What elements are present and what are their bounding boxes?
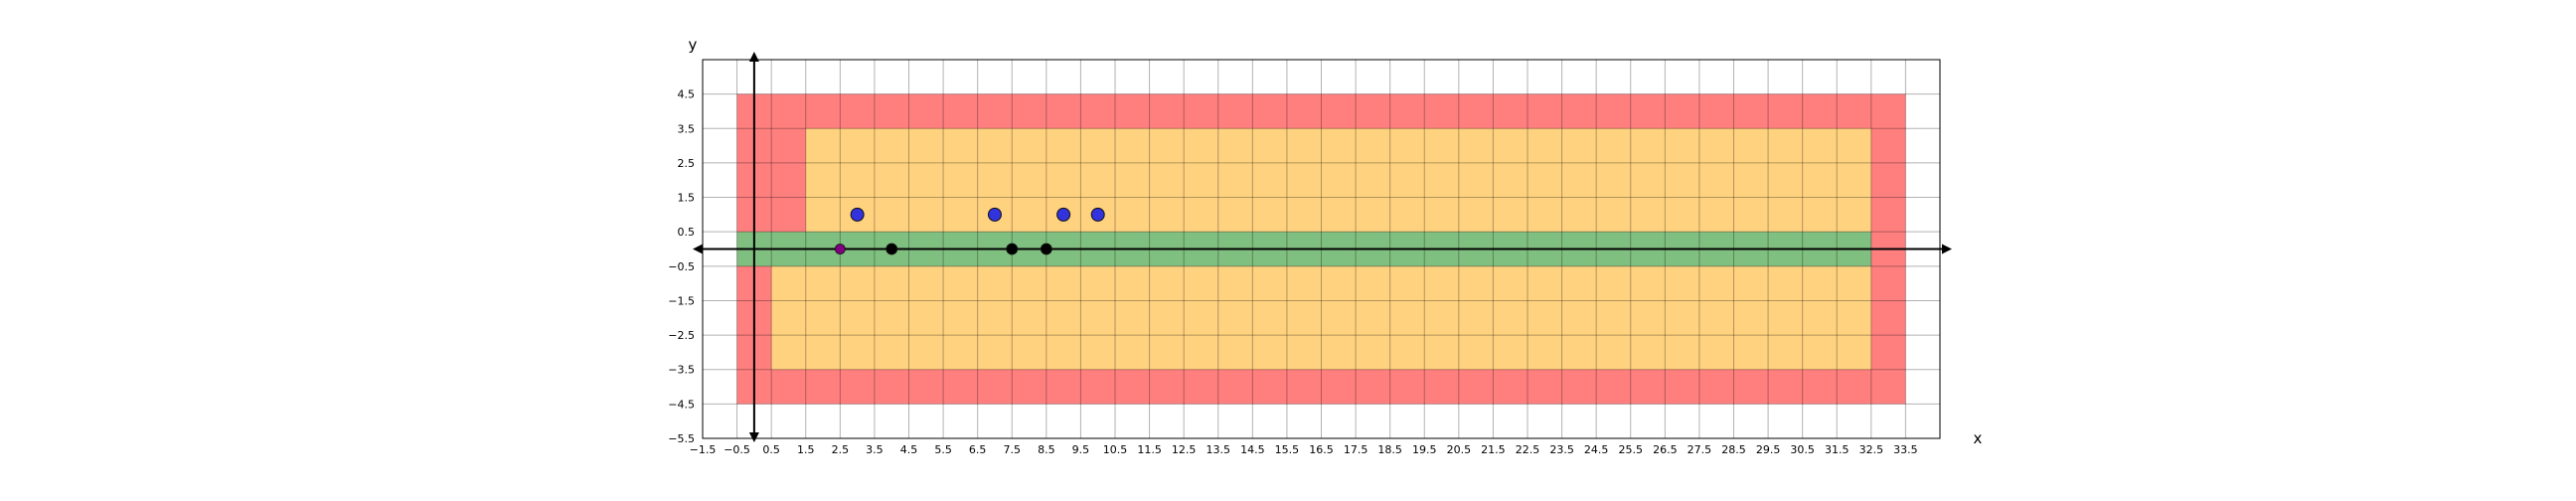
x-tick-label: 6.5 bbox=[969, 443, 987, 456]
tick-labels: −1.5 −0.5 0.5 1.5 2.5 3.5 4.5 5.5 6.5 7.5 8.5 9.5 10… bbox=[668, 88, 1917, 456]
x-tick-label: 0.5 bbox=[762, 443, 780, 456]
x-tick-label: 25.5 bbox=[1619, 443, 1644, 456]
y-tick-label: −5.5 bbox=[668, 432, 695, 445]
x-tick-label: 4.5 bbox=[900, 443, 918, 456]
x-tick-label: 17.5 bbox=[1344, 443, 1368, 456]
x-tick-label: 18.5 bbox=[1377, 443, 1402, 456]
y-tick-label: −3.5 bbox=[668, 364, 695, 377]
x-tick-label: 26.5 bbox=[1653, 443, 1678, 456]
x-tick-label: −1.5 bbox=[690, 443, 717, 456]
y-tick-label: 4.5 bbox=[678, 88, 696, 101]
x-tick-label: 3.5 bbox=[866, 443, 884, 456]
x-tick-label: 15.5 bbox=[1275, 443, 1300, 456]
x-tick-label: 24.5 bbox=[1584, 443, 1609, 456]
data-point bbox=[886, 243, 898, 255]
x-tick-label: 8.5 bbox=[1038, 443, 1055, 456]
data-point bbox=[1090, 207, 1105, 222]
x-axis-label: x bbox=[1974, 429, 1983, 447]
x-tick-label: 28.5 bbox=[1721, 443, 1746, 456]
x-tick-label: 33.5 bbox=[1893, 443, 1918, 456]
region-2 bbox=[771, 265, 1871, 370]
data-point bbox=[1040, 243, 1052, 255]
region-1 bbox=[805, 128, 1871, 233]
y-tick-label: −0.5 bbox=[668, 260, 695, 273]
points bbox=[834, 207, 1105, 255]
x-tick-label: 11.5 bbox=[1137, 443, 1162, 456]
y-tick-label: 1.5 bbox=[678, 192, 696, 205]
x-tick-label: 20.5 bbox=[1447, 443, 1472, 456]
x-tick-label: 12.5 bbox=[1172, 443, 1197, 456]
y-tick-label: 2.5 bbox=[678, 157, 696, 170]
x-tick-label: 14.5 bbox=[1240, 443, 1265, 456]
x-tick-label: 2.5 bbox=[832, 443, 850, 456]
origin-axes bbox=[693, 52, 1952, 442]
y-tick-label: −2.5 bbox=[668, 329, 695, 342]
data-point bbox=[834, 244, 846, 254]
y-axis-arrow bbox=[748, 52, 759, 62]
x-tick-label: 7.5 bbox=[1004, 443, 1022, 456]
y-tick-label: −1.5 bbox=[668, 294, 695, 307]
x-tick-label: 27.5 bbox=[1688, 443, 1712, 456]
x-tick-label: 30.5 bbox=[1790, 443, 1815, 456]
x-tick-label: 29.5 bbox=[1756, 443, 1781, 456]
x-tick-label: −0.5 bbox=[724, 443, 750, 456]
x-tick-label: 19.5 bbox=[1412, 443, 1437, 456]
y-axis-arrow-down bbox=[748, 432, 759, 442]
y-tick-label: 3.5 bbox=[678, 122, 696, 135]
x-tick-label: 31.5 bbox=[1825, 443, 1850, 456]
y-tick-label: −4.5 bbox=[668, 398, 695, 411]
y-tick-label: 0.5 bbox=[678, 226, 696, 239]
x-tick-label: 16.5 bbox=[1309, 443, 1334, 456]
x-axis-arrow-left bbox=[693, 244, 703, 254]
data-point bbox=[1006, 243, 1019, 255]
y-axis-label: y bbox=[689, 36, 698, 54]
x-tick-label: 32.5 bbox=[1859, 443, 1884, 456]
data-point bbox=[1056, 207, 1071, 222]
data-point bbox=[987, 207, 1002, 222]
x-axis-arrow bbox=[1942, 244, 1952, 254]
x-tick-label: 5.5 bbox=[934, 443, 952, 456]
x-tick-label: 1.5 bbox=[797, 443, 815, 456]
x-tick-label: 9.5 bbox=[1072, 443, 1090, 456]
x-tick-label: 10.5 bbox=[1103, 443, 1128, 456]
x-tick-label: 13.5 bbox=[1207, 443, 1231, 456]
x-tick-label: 21.5 bbox=[1481, 443, 1506, 456]
data-point bbox=[850, 207, 865, 222]
x-tick-label: 23.5 bbox=[1549, 443, 1574, 456]
x-tick-label: 22.5 bbox=[1516, 443, 1540, 456]
